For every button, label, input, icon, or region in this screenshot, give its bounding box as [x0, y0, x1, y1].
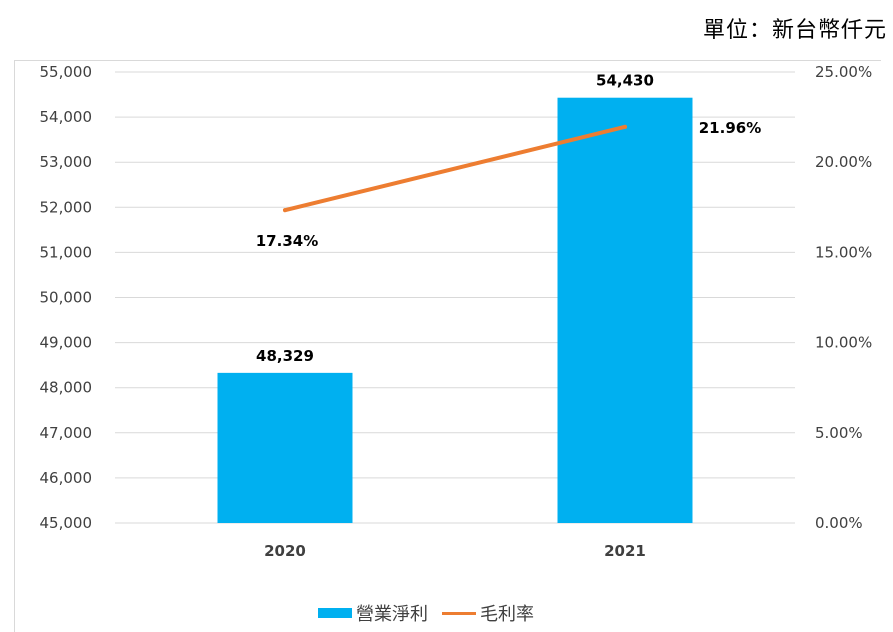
- legend-swatch-bar: [318, 608, 352, 618]
- y-left-tick-label: 55,000: [40, 63, 93, 81]
- series-line: [283, 124, 627, 213]
- y-left-tick-label: 52,000: [40, 198, 93, 216]
- bar-data-label: 48,329: [256, 347, 314, 365]
- legend-label-bar: 營業淨利: [356, 604, 428, 625]
- y-left-tick-label: 45,000: [40, 514, 93, 532]
- bar: [557, 97, 693, 523]
- y-left-tick-label: 51,000: [40, 243, 93, 261]
- y-left-tick-label: 46,000: [40, 469, 93, 487]
- legend-label-line: 毛利率: [480, 604, 534, 625]
- line-data-label: 17.34%: [256, 232, 318, 250]
- y-right-tick-label: 20.00%: [815, 153, 872, 171]
- bar: [217, 372, 353, 523]
- y-left-tick-label: 47,000: [40, 424, 93, 442]
- bar-data-label: 54,430: [596, 72, 654, 90]
- y-left-tick-label: 49,000: [40, 334, 93, 352]
- line-data-label: 21.96%: [699, 119, 761, 137]
- y-right-tick-label: 15.00%: [815, 243, 872, 261]
- y-left-tick-label: 50,000: [40, 289, 93, 307]
- y-right-tick-label: 25.00%: [815, 63, 872, 81]
- legend-swatch-line: [442, 611, 476, 615]
- y-right-tick-label: 0.00%: [815, 514, 863, 532]
- line-point: [623, 124, 627, 129]
- line-point: [283, 208, 287, 213]
- unit-label: 單位：新台幣仟元: [702, 18, 887, 43]
- y-left-tick-label: 54,000: [40, 108, 93, 126]
- y-right-tick-label: 10.00%: [815, 334, 872, 352]
- x-tick-label: 2020: [264, 542, 306, 560]
- y-left-tick-label: 53,000: [40, 153, 93, 171]
- y-right-tick-label: 5.00%: [815, 424, 863, 442]
- chart-legend: 營業淨利 毛利率: [318, 600, 534, 626]
- y-left-tick-label: 48,000: [40, 379, 93, 397]
- chart-frame: [14, 60, 881, 632]
- x-tick-label: 2021: [604, 542, 646, 560]
